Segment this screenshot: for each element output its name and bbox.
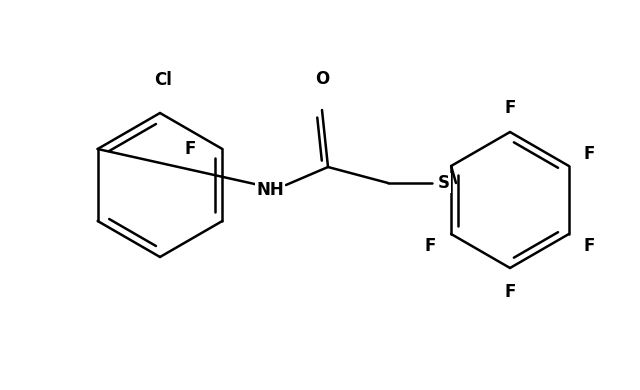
Text: F: F [584,237,595,255]
Text: F: F [504,283,516,301]
Text: F: F [584,145,595,163]
Text: S: S [438,174,450,192]
Text: NH: NH [256,181,284,199]
Text: Cl: Cl [154,71,172,89]
Text: O: O [315,70,329,88]
Text: F: F [424,237,436,255]
Text: F: F [504,99,516,117]
Text: F: F [185,140,196,158]
